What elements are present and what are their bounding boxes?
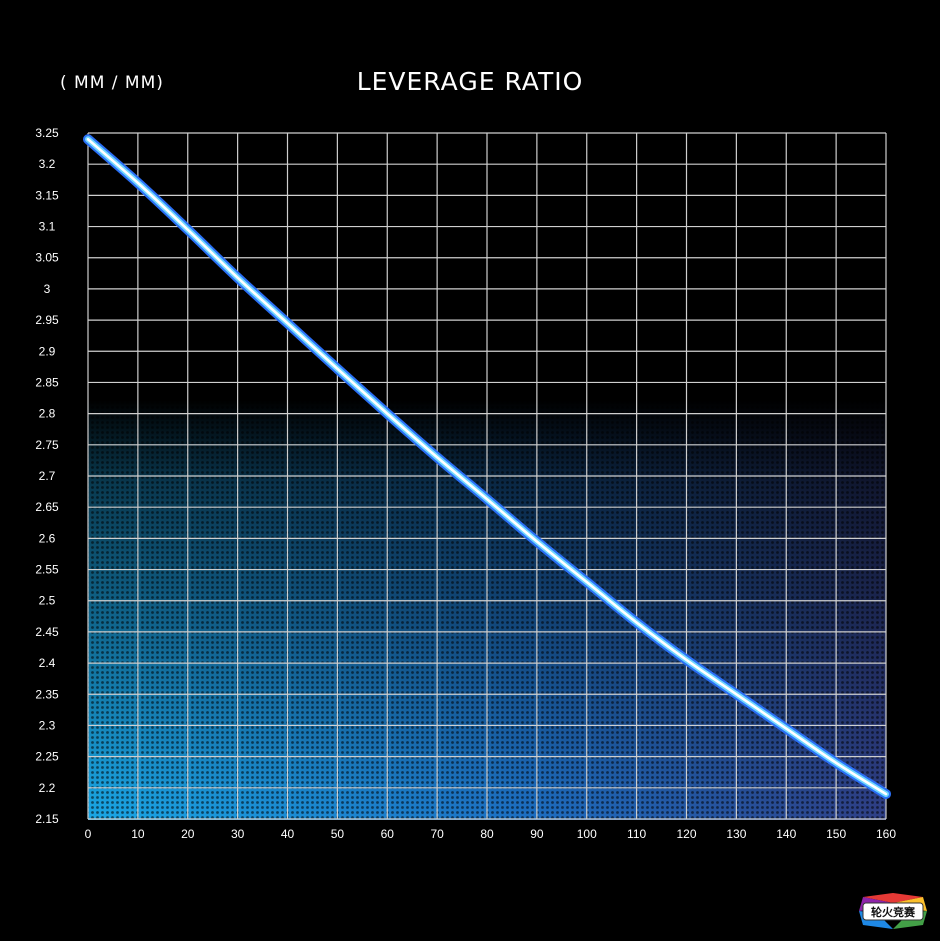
chart-title: LEVERAGE RATIO bbox=[357, 67, 584, 96]
x-tick-label: 0 bbox=[85, 827, 92, 841]
x-tick-label: 10 bbox=[131, 827, 145, 841]
x-tick-label: 110 bbox=[627, 827, 646, 841]
y-axis-ticks: 3.25 3.2 3.15 3.1 3.05 3 2.95 2.9 2.85 2.8 2.75 2.7… bbox=[35, 126, 59, 826]
y-tick-label: 2.9 bbox=[39, 344, 56, 358]
y-tick-label: 2.35 bbox=[35, 687, 59, 701]
y-tick-label: 3.15 bbox=[35, 188, 59, 202]
y-tick-label: 2.3 bbox=[39, 718, 56, 732]
y-tick-label: 2.45 bbox=[35, 625, 59, 639]
x-tick-label: 120 bbox=[676, 827, 696, 841]
x-tick-label: 80 bbox=[480, 827, 494, 841]
y-tick-label: 3 bbox=[44, 282, 51, 296]
y-tick-label: 2.55 bbox=[35, 563, 59, 577]
x-tick-label: 60 bbox=[381, 827, 395, 841]
x-tick-label: 40 bbox=[281, 827, 295, 841]
series-layer bbox=[83, 134, 891, 800]
y-axis-unit-label: ( MM / MM) bbox=[60, 73, 164, 93]
y-tick-label: 2.7 bbox=[39, 469, 56, 483]
x-tick-label: 150 bbox=[826, 827, 846, 841]
watermark-logo: 轮火竞赛 bbox=[859, 893, 927, 929]
x-tick-label: 100 bbox=[577, 827, 597, 841]
x-axis-ticks: 0 10 20 30 40 50 60 70 80 90 100 110 120 130 140 150 160 bbox=[85, 827, 897, 841]
x-tick-label: 50 bbox=[331, 827, 345, 841]
series-line bbox=[86, 137, 888, 796]
x-tick-label: 160 bbox=[876, 827, 896, 841]
x-tick-label: 130 bbox=[726, 827, 746, 841]
y-tick-label: 2.8 bbox=[39, 407, 56, 421]
x-tick-label: 140 bbox=[776, 827, 796, 841]
x-tick-label: 30 bbox=[231, 827, 245, 841]
x-tick-label: 90 bbox=[530, 827, 544, 841]
x-tick-label: 70 bbox=[430, 827, 444, 841]
y-tick-label: 2.15 bbox=[35, 812, 59, 826]
y-tick-label: 2.6 bbox=[39, 531, 56, 545]
y-tick-label: 3.1 bbox=[39, 220, 56, 234]
y-tick-label: 2.5 bbox=[39, 594, 56, 608]
y-tick-label: 2.2 bbox=[39, 781, 56, 795]
y-tick-label: 2.65 bbox=[35, 500, 59, 514]
grid bbox=[87, 132, 887, 820]
watermark-text: 轮火竞赛 bbox=[871, 905, 916, 919]
y-tick-label: 2.95 bbox=[35, 313, 59, 327]
x-tick-label: 20 bbox=[181, 827, 195, 841]
y-tick-label: 2.25 bbox=[35, 750, 59, 764]
y-tick-label: 3.25 bbox=[35, 126, 59, 140]
y-tick-label: 2.4 bbox=[39, 656, 56, 670]
y-tick-label: 2.75 bbox=[35, 438, 59, 452]
y-tick-label: 2.85 bbox=[35, 375, 59, 389]
y-tick-label: 3.05 bbox=[35, 251, 59, 265]
y-tick-label: 3.2 bbox=[39, 157, 56, 171]
